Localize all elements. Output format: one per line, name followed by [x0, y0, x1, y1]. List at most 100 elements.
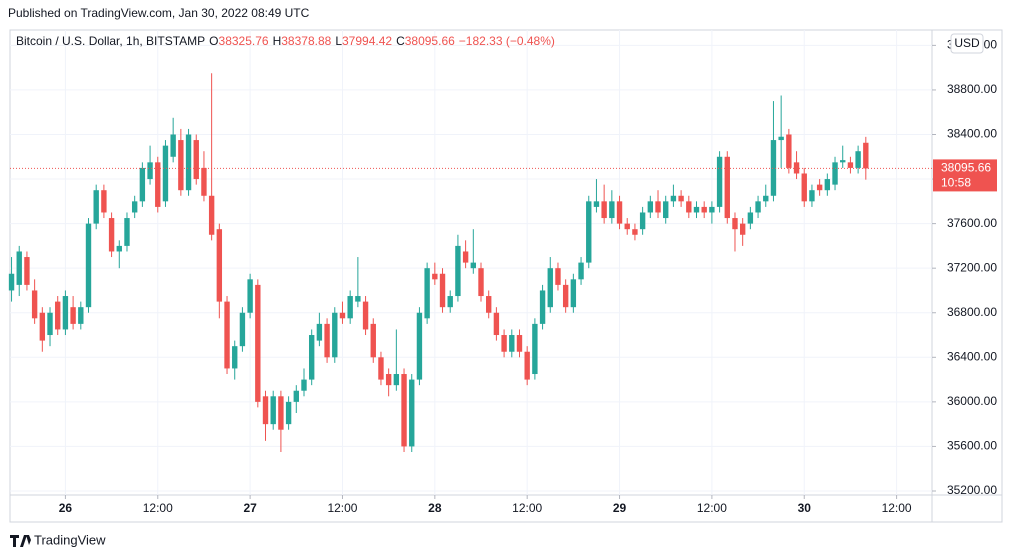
candle-body [185, 134, 192, 191]
chart-frame [9, 29, 1003, 523]
candle-body [324, 323, 330, 358]
candle-body [347, 296, 353, 319]
y-tick-label: 36400.00 [947, 349, 997, 363]
candle-body [239, 312, 246, 347]
candle-body [362, 301, 369, 330]
candle-body [616, 201, 623, 224]
candle-body [524, 351, 530, 380]
candle-body [501, 335, 507, 352]
candle-body [232, 346, 238, 369]
candle-body [739, 223, 746, 235]
footer-logo [10, 535, 31, 547]
x-tick-label: 12:00 [327, 501, 357, 515]
candle-body [124, 218, 130, 246]
candle-body [255, 284, 261, 402]
candle-body [555, 268, 561, 285]
candle-body [639, 212, 646, 230]
low-label: L [335, 34, 342, 48]
candle-body [285, 401, 292, 425]
candle-body [55, 301, 61, 330]
candle-body [378, 357, 384, 380]
x-tick-label: 29 [613, 501, 627, 515]
candle-body [278, 396, 284, 430]
high-value: 38378.88 [281, 34, 331, 48]
candle-body [455, 245, 461, 297]
candle-body [647, 201, 654, 213]
y-tick-label: 35200.00 [947, 483, 997, 497]
grid [10, 30, 932, 495]
candle-body [116, 245, 122, 252]
candle-body [478, 268, 484, 297]
candle-body [308, 335, 315, 380]
candle-body [547, 268, 553, 308]
candle-body [78, 307, 84, 324]
candle-body [139, 167, 146, 202]
candle-body [678, 195, 684, 202]
candle-body [778, 136, 784, 141]
candle-body [409, 379, 415, 447]
published-note: Published on TradingView.com, Jan 30, 20… [8, 6, 310, 20]
candle-body [686, 201, 692, 213]
candle-body [39, 312, 46, 341]
candle-body [201, 167, 207, 196]
x-tick-label: 12:00 [143, 501, 173, 515]
candle-body [770, 140, 777, 196]
candle-body [8, 273, 15, 291]
candle-body [486, 296, 492, 313]
candle-body [216, 229, 223, 302]
candle-body [509, 335, 515, 352]
open-label: O [209, 34, 218, 48]
last-price-label: 38095.66 [941, 161, 991, 175]
candle-body [840, 160, 846, 163]
candle-body [162, 145, 169, 202]
y-tick-label: 36800.00 [947, 305, 997, 319]
candle-body [732, 218, 738, 230]
candle-body [724, 156, 730, 219]
candle-body [70, 307, 76, 324]
candle-body [532, 323, 538, 375]
candle-body [747, 212, 754, 224]
x-tick-label: 12:00 [697, 501, 727, 515]
candle-body [247, 279, 253, 313]
x-tick-label: 12:00 [882, 501, 912, 515]
candle-body [763, 195, 769, 202]
candle-body [655, 201, 661, 213]
candle-body [193, 140, 199, 180]
candle-body [24, 257, 30, 285]
candle-body [101, 190, 107, 213]
candle-body [693, 206, 700, 213]
candle-body [624, 223, 630, 230]
candle-body [316, 323, 323, 341]
candle-body [855, 151, 861, 168]
footer-brand: TradingView [34, 532, 106, 547]
candle-body [208, 195, 215, 235]
candle-body [439, 273, 446, 308]
candle-body [155, 162, 161, 207]
candle-body [93, 190, 99, 224]
x-tick-label: 30 [798, 501, 812, 515]
candle-body [462, 251, 469, 263]
candle-body [355, 296, 361, 302]
currency-badge[interactable] [950, 33, 984, 54]
candle-body [301, 379, 307, 391]
candle-body [670, 195, 677, 202]
low-value: 37994.42 [342, 34, 392, 48]
candle-body [31, 290, 38, 319]
candle-body [178, 140, 184, 191]
high-label: H [273, 34, 282, 48]
candle-body [85, 223, 92, 308]
candle-body [570, 279, 577, 308]
y-tick-label: 35600.00 [947, 439, 997, 453]
currency: USD [954, 36, 980, 50]
candle-body [539, 290, 546, 324]
x-tick-label: 28 [428, 501, 442, 515]
candle-body [709, 206, 715, 213]
x-tick-label: 26 [59, 501, 73, 515]
candle-body [470, 262, 477, 269]
y-tick-label: 37200.00 [947, 260, 997, 274]
candle-body [339, 312, 346, 319]
candle-body [562, 284, 569, 308]
legend: Bitcoin / U.S. Dollar, 1h, BITSTAMP O3832… [16, 34, 555, 48]
open-value: 38325.76 [219, 34, 269, 48]
candle-body [609, 201, 615, 219]
